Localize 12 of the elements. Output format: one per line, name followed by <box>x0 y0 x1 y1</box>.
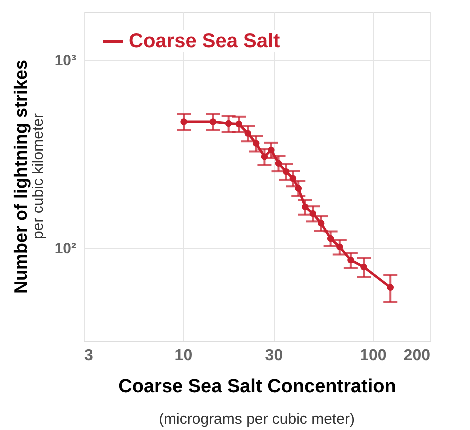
x-tick-label: 100 <box>360 348 387 364</box>
legend-label: Coarse Sea Salt <box>129 30 281 52</box>
y-tick-label: 10² <box>54 240 76 258</box>
x-tick-label: 30 <box>265 348 284 364</box>
y-axis-title: Number of lightning strikes <box>10 60 31 294</box>
text: (micrograms per cubic meter) <box>159 411 355 428</box>
x-tick-label: 10 <box>174 348 193 364</box>
x-tick-label: 200 <box>404 348 431 364</box>
x-tick-label: 3 <box>84 348 94 364</box>
x-axis-title: Coarse Sea Salt Concentration <box>118 376 396 398</box>
text: per cubic kilometer <box>30 114 47 240</box>
y-tick-label: 10³ <box>54 52 76 70</box>
